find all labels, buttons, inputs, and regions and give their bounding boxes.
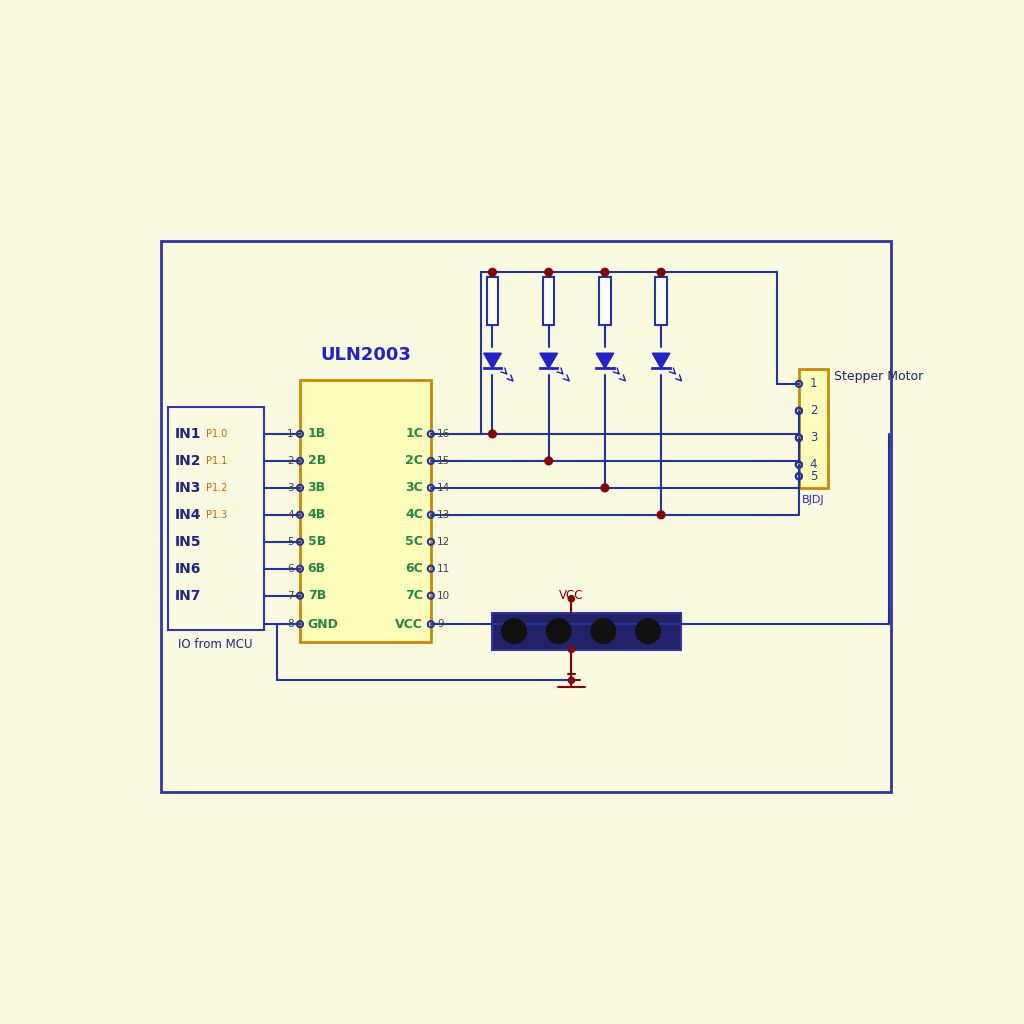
Text: P1.3: P1.3 [206, 510, 227, 520]
Circle shape [488, 430, 497, 438]
Text: 1: 1 [810, 378, 817, 390]
Circle shape [636, 618, 660, 643]
Circle shape [568, 596, 574, 602]
Text: 7C: 7C [406, 589, 423, 602]
Text: 2: 2 [287, 456, 294, 466]
Text: 3B: 3B [307, 481, 326, 495]
Bar [799, 369, 828, 487]
Circle shape [591, 618, 615, 643]
Text: IN1: IN1 [175, 427, 202, 441]
Bar [599, 278, 610, 325]
Circle shape [601, 484, 608, 492]
Text: P1.0: P1.0 [206, 429, 227, 439]
Text: 4B: 4B [307, 508, 326, 521]
Text: VCC: VCC [559, 589, 584, 602]
Text: 6C: 6C [406, 562, 423, 575]
Text: VCC: VCC [395, 617, 423, 631]
Text: 6B: 6B [307, 562, 326, 575]
Text: 1C: 1C [406, 427, 423, 440]
Text: IN5: IN5 [175, 535, 202, 549]
Bar [162, 242, 891, 792]
Text: 7B: 7B [307, 589, 326, 602]
Circle shape [568, 646, 574, 652]
Text: 10: 10 [437, 591, 451, 601]
Text: 12: 12 [437, 537, 451, 547]
Circle shape [657, 268, 665, 276]
Text: 1: 1 [287, 429, 294, 439]
Polygon shape [652, 353, 670, 369]
Text: 16: 16 [437, 429, 451, 439]
Text: IN3: IN3 [175, 481, 202, 495]
Circle shape [657, 511, 665, 519]
Bar [300, 380, 431, 642]
Circle shape [547, 618, 571, 643]
Text: 11: 11 [437, 563, 451, 573]
Text: 6: 6 [287, 563, 294, 573]
Text: IN7: IN7 [175, 589, 202, 603]
Text: P1.2: P1.2 [206, 483, 227, 493]
Circle shape [488, 268, 497, 276]
Circle shape [545, 268, 553, 276]
Text: 15: 15 [437, 456, 451, 466]
Text: 5B: 5B [307, 536, 326, 548]
Circle shape [568, 677, 574, 683]
Text: 1B: 1B [307, 427, 326, 440]
Text: Stepper Motor: Stepper Motor [835, 370, 924, 383]
Bar [168, 407, 264, 631]
Bar [543, 278, 554, 325]
Bar [493, 612, 681, 649]
Circle shape [545, 457, 553, 465]
Text: 13: 13 [437, 510, 451, 520]
Text: IN2: IN2 [175, 454, 202, 468]
Text: BJDJ: BJDJ [802, 496, 825, 505]
Text: 4: 4 [810, 459, 817, 471]
Text: 9: 9 [437, 620, 443, 629]
Text: 5C: 5C [406, 536, 423, 548]
Bar [486, 278, 499, 325]
Text: ULN2003: ULN2003 [319, 346, 411, 365]
Text: P1.1: P1.1 [206, 456, 227, 466]
Circle shape [502, 618, 526, 643]
Text: 3: 3 [810, 431, 817, 444]
Text: 5: 5 [287, 537, 294, 547]
Text: GND: GND [307, 617, 339, 631]
Text: 5: 5 [810, 470, 817, 482]
Text: IO from MCU: IO from MCU [178, 638, 253, 650]
Polygon shape [596, 353, 613, 369]
Text: 3: 3 [287, 483, 294, 493]
Text: 7: 7 [287, 591, 294, 601]
Text: 2: 2 [810, 404, 817, 418]
Text: 3C: 3C [406, 481, 423, 495]
Bar [655, 278, 667, 325]
Text: 4: 4 [287, 510, 294, 520]
Polygon shape [540, 353, 557, 369]
Text: IN4: IN4 [175, 508, 202, 522]
Circle shape [601, 268, 608, 276]
Text: IN6: IN6 [175, 562, 202, 575]
Text: 8: 8 [287, 620, 294, 629]
Polygon shape [483, 353, 502, 369]
Text: 4C: 4C [406, 508, 423, 521]
Text: 14: 14 [437, 483, 451, 493]
Text: 2B: 2B [307, 455, 326, 467]
Text: 2C: 2C [406, 455, 423, 467]
